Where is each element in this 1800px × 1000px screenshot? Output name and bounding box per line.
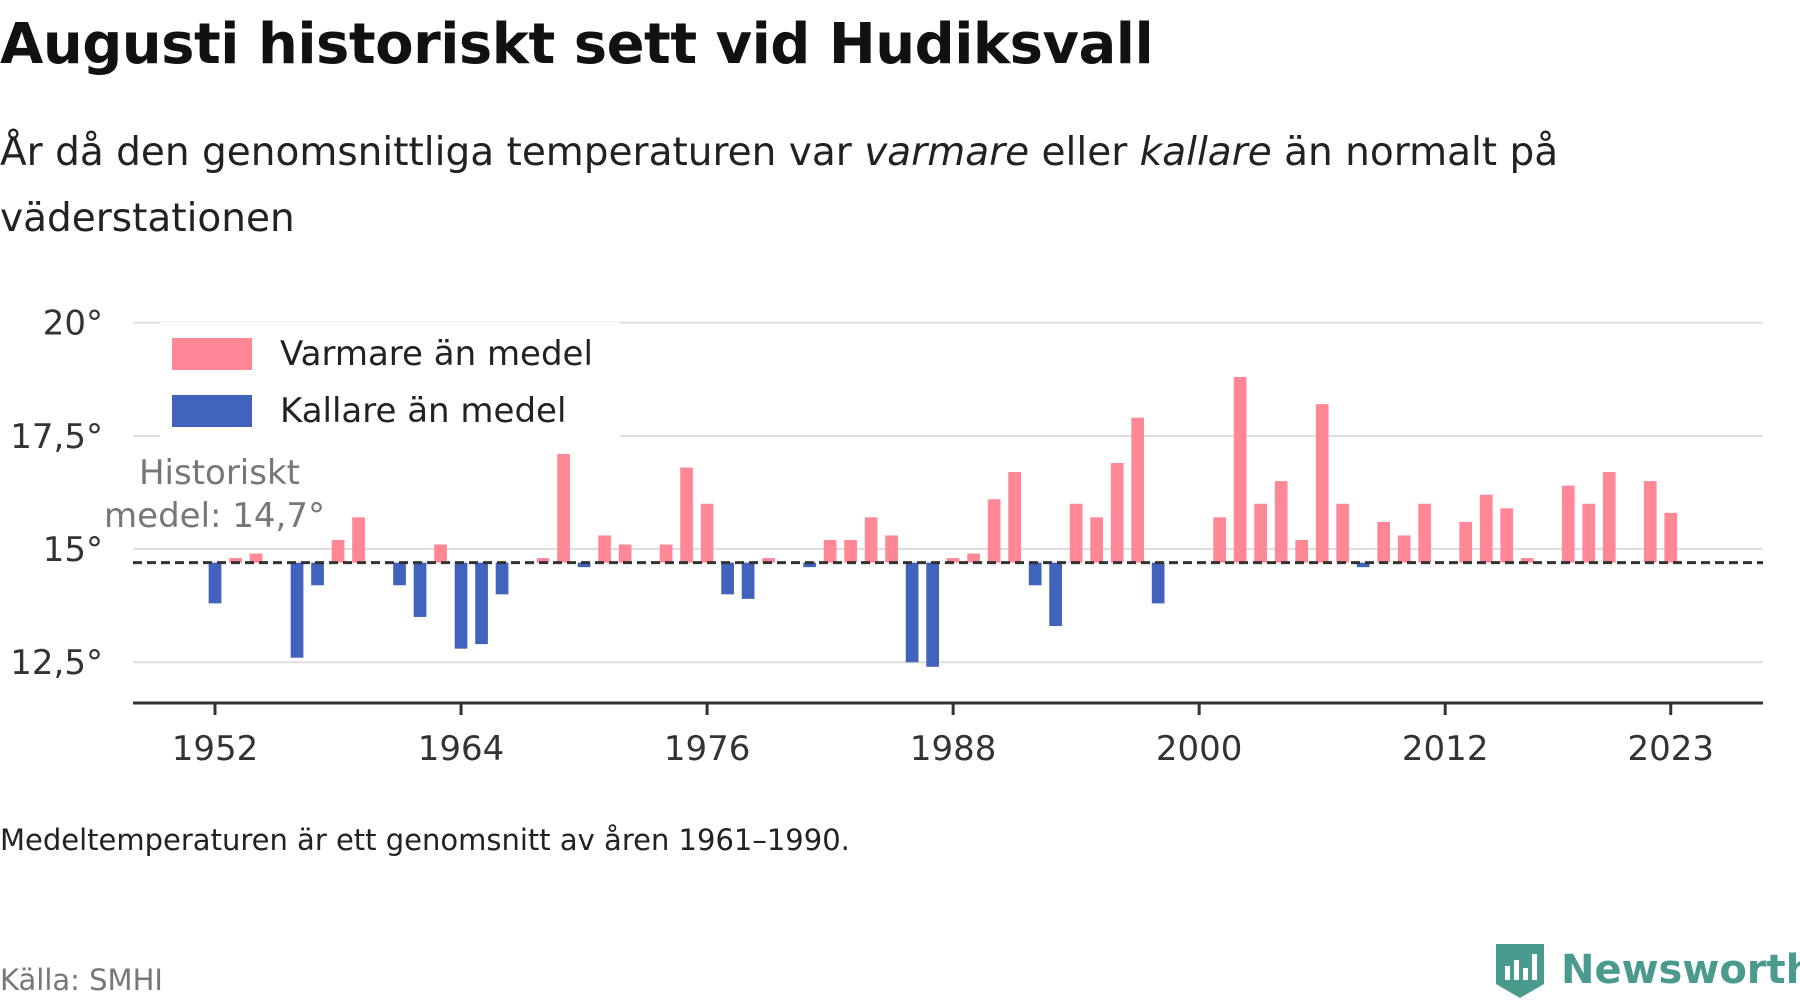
bar bbox=[680, 467, 693, 563]
chart-title: Augusti historiskt sett vid Hudiksvall bbox=[0, 12, 1154, 77]
newsworthy-logo-text: Newsworthy bbox=[1561, 947, 1800, 993]
bar bbox=[475, 562, 488, 645]
legend: Varmare än medel Kallare än medel bbox=[160, 322, 620, 442]
chart-subtitle: År då den genomsnittliga temperaturen va… bbox=[0, 120, 1720, 252]
x-tick-label: 1988 bbox=[910, 729, 997, 769]
bar bbox=[864, 517, 878, 563]
bar bbox=[1233, 376, 1247, 563]
bar bbox=[823, 539, 837, 563]
legend-swatch-warm bbox=[172, 338, 252, 370]
bar bbox=[1151, 562, 1165, 604]
newsworthy-logo[interactable]: Newsworthy bbox=[1493, 940, 1800, 1000]
bar bbox=[844, 539, 857, 563]
bar bbox=[434, 544, 447, 563]
bar bbox=[413, 562, 427, 617]
bar bbox=[1049, 562, 1062, 627]
bar bbox=[700, 503, 714, 563]
bar bbox=[1131, 417, 1145, 563]
footnote: Medeltemperaturen är ett genomsnitt av å… bbox=[0, 823, 850, 857]
bar bbox=[1582, 503, 1596, 563]
bar bbox=[741, 562, 755, 599]
bar bbox=[577, 562, 591, 568]
bar bbox=[885, 535, 898, 563]
bar bbox=[393, 562, 406, 586]
subtitle-text-1: År då den genomsnittliga temperaturen va… bbox=[0, 130, 865, 175]
subtitle-text-3: än normalt på väderstationen bbox=[0, 130, 1559, 241]
bar bbox=[926, 562, 939, 667]
bar bbox=[331, 539, 345, 563]
x-axis-ticks: 1952 1964 1976 1988 2000 2012 2023 bbox=[172, 703, 1714, 769]
bar bbox=[1315, 404, 1329, 563]
x-tick-label: 1976 bbox=[664, 729, 751, 769]
bar bbox=[1459, 521, 1473, 563]
bar bbox=[1213, 517, 1227, 563]
bar bbox=[1500, 508, 1514, 563]
bar bbox=[1418, 503, 1432, 563]
bar bbox=[557, 453, 570, 563]
subtitle-cold-word: kallare bbox=[1139, 130, 1272, 175]
bar bbox=[618, 544, 632, 563]
bar bbox=[495, 562, 509, 595]
legend-label-warm: Varmare än medel bbox=[280, 334, 593, 374]
bar bbox=[1356, 562, 1370, 568]
baseline-label-line-1: Historiskt bbox=[139, 453, 300, 493]
x-tick-label: 1952 bbox=[172, 729, 259, 769]
y-tick-label: 17,5° bbox=[10, 417, 103, 457]
bar bbox=[987, 499, 1001, 563]
bar bbox=[1110, 463, 1124, 563]
source-credit: Källa: SMHI bbox=[0, 963, 163, 997]
bar bbox=[536, 558, 550, 563]
bar bbox=[352, 517, 365, 563]
bar bbox=[1643, 481, 1657, 563]
x-tick-label: 2023 bbox=[1627, 729, 1714, 769]
bar bbox=[1336, 503, 1350, 563]
x-tick-label: 1964 bbox=[418, 729, 505, 769]
bar bbox=[762, 558, 775, 563]
y-tick-label: 12,5° bbox=[10, 643, 103, 683]
bar bbox=[1295, 539, 1309, 563]
bar bbox=[803, 562, 816, 568]
bar bbox=[1028, 562, 1042, 586]
bar bbox=[1664, 512, 1678, 563]
bar bbox=[721, 562, 734, 595]
newsworthy-logo-icon bbox=[1496, 944, 1544, 998]
subtitle-text-2: eller bbox=[1029, 130, 1140, 175]
bar bbox=[659, 544, 673, 563]
bar bbox=[1479, 494, 1493, 563]
subtitle-warm-word: varmare bbox=[864, 130, 1030, 175]
bar bbox=[1397, 535, 1411, 563]
legend-label-cold: Kallare än medel bbox=[280, 391, 566, 431]
legend-swatch-cold bbox=[172, 395, 252, 427]
bar bbox=[290, 562, 304, 658]
bar bbox=[208, 562, 222, 604]
y-tick-label: 20° bbox=[43, 304, 103, 344]
baseline-label-line-2: medel: 14,7° bbox=[104, 496, 325, 536]
x-tick-label: 2012 bbox=[1402, 729, 1489, 769]
bar bbox=[1520, 558, 1534, 563]
x-tick-label: 2000 bbox=[1156, 729, 1243, 769]
bar bbox=[598, 535, 611, 563]
y-axis-tick-labels: 12,5° 15° 17,5° 20° bbox=[10, 304, 103, 684]
bar bbox=[311, 562, 324, 586]
bar bbox=[905, 562, 919, 663]
bar bbox=[1602, 472, 1616, 563]
bar bbox=[1254, 503, 1268, 563]
bar bbox=[229, 558, 242, 563]
bars bbox=[208, 376, 1678, 667]
bar bbox=[1274, 481, 1288, 563]
bar bbox=[967, 553, 980, 563]
bar bbox=[1069, 503, 1083, 563]
bar bbox=[1008, 472, 1021, 563]
bar bbox=[454, 562, 468, 649]
bar bbox=[1090, 517, 1104, 563]
y-tick-label: 15° bbox=[43, 530, 103, 570]
bar bbox=[249, 553, 263, 563]
bar bbox=[1561, 485, 1575, 563]
bar bbox=[946, 558, 960, 563]
bar bbox=[1377, 521, 1391, 563]
